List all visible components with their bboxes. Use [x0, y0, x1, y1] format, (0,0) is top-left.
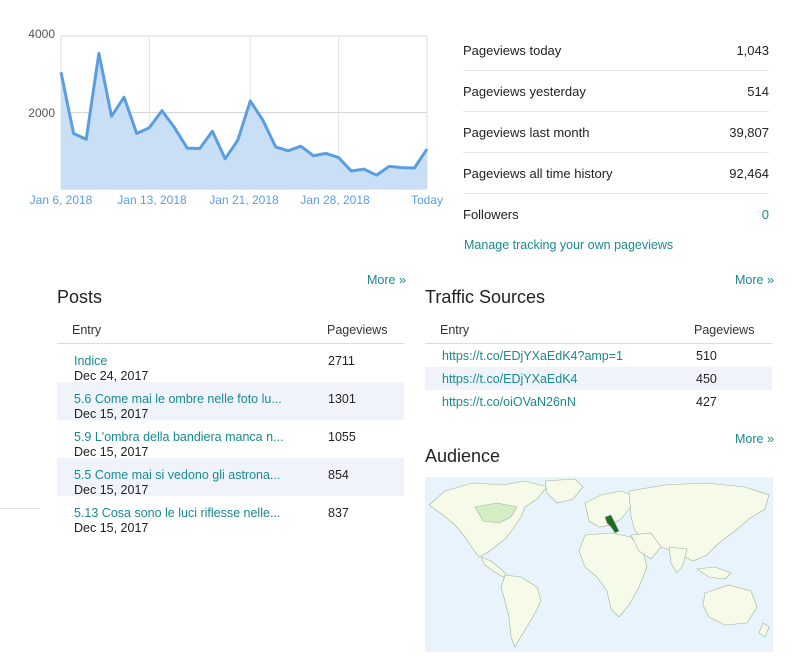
- traffic-source-link[interactable]: https://t.co/oiOVaN26nN: [442, 395, 576, 409]
- pageview-stats: Pageviews today 1,043 Pageviews yesterda…: [463, 30, 769, 234]
- posts-more-link[interactable]: More »: [367, 273, 406, 287]
- x-tick-label: Jan 6, 2018: [30, 193, 93, 207]
- stat-label: Pageviews yesterday: [463, 83, 586, 99]
- table-row: https://t.co/EDjYXaEdK4?amp=1 510: [425, 344, 772, 367]
- posts-title: Posts: [57, 287, 103, 307]
- stat-value: 92,464: [729, 165, 769, 181]
- traffic-more-link[interactable]: More »: [735, 273, 774, 287]
- post-title-link[interactable]: 5.13 Cosa sono le luci riflesse nelle...: [74, 506, 281, 520]
- col-entry: Entry: [72, 323, 102, 337]
- post-title-link[interactable]: 5.6 Come mai le ombre nelle foto lu...: [74, 392, 282, 406]
- table-row: https://t.co/EDjYXaEdK4 450: [425, 367, 772, 390]
- post-views: 2711: [328, 354, 355, 368]
- traffic-views: 450: [696, 372, 717, 386]
- map-australia[interactable]: [702, 584, 758, 626]
- col-pageviews: Pageviews: [327, 323, 388, 337]
- stat-label: Pageviews today: [463, 42, 562, 58]
- table-row: https://t.co/oiOVaN26nN 427: [425, 390, 772, 413]
- audience-world-map[interactable]: [425, 477, 773, 652]
- post-date: Dec 15, 2017: [74, 483, 149, 497]
- traffic-table-header: Entry Pageviews: [425, 318, 772, 344]
- traffic-source-link[interactable]: https://t.co/EDjYXaEdK4: [442, 372, 578, 386]
- stat-pageviews-all-time: Pageviews all time history 92,464: [463, 153, 769, 194]
- x-tick-label: Jan 21, 2018: [209, 193, 279, 207]
- map-se-asia[interactable]: [696, 566, 732, 580]
- posts-table-header: Entry Pageviews: [57, 318, 404, 344]
- map-middle-east[interactable]: [630, 532, 662, 560]
- post-date: Dec 15, 2017: [74, 407, 149, 421]
- stat-pageviews-last-month: Pageviews last month 39,807: [463, 112, 769, 153]
- manage-tracking-link[interactable]: Manage tracking your own pageviews: [464, 238, 674, 252]
- stat-pageviews-yesterday: Pageviews yesterday 514: [463, 71, 769, 112]
- x-tick-label: Jan 28, 2018: [300, 193, 370, 207]
- map-india[interactable]: [668, 546, 688, 574]
- chart-line: [59, 51, 429, 177]
- y-tick-label: 2000: [28, 106, 55, 120]
- stat-value: 1,043: [736, 42, 769, 58]
- stat-followers: Followers 0: [463, 194, 769, 234]
- map-greenland[interactable]: [544, 478, 584, 504]
- table-row: 5.5 Come mai si vedono gli astrona... De…: [57, 458, 404, 497]
- post-views: 854: [328, 468, 349, 482]
- posts-table: Entry Pageviews Indice Dec 24, 2017 2711…: [57, 318, 404, 535]
- traffic-views: 427: [696, 395, 717, 409]
- x-tick-label: Today: [411, 193, 443, 207]
- traffic-views: 510: [696, 349, 717, 363]
- map-europe[interactable]: [584, 490, 638, 528]
- followers-count-link[interactable]: 0: [761, 206, 769, 222]
- audience-more-link[interactable]: More »: [735, 432, 774, 446]
- world-map-svg: [428, 478, 770, 648]
- post-title-link[interactable]: Indice: [74, 354, 108, 368]
- traffic-source-link[interactable]: https://t.co/EDjYXaEdK4?amp=1: [442, 349, 624, 363]
- post-date: Dec 15, 2017: [74, 521, 149, 535]
- audience-title: Audience: [425, 446, 501, 466]
- col-entry: Entry: [440, 323, 470, 337]
- map-new-zealand[interactable]: [758, 622, 770, 638]
- col-pageviews: Pageviews: [694, 323, 755, 337]
- stat-label: Pageviews last month: [463, 124, 590, 140]
- divider: [0, 508, 40, 509]
- table-row: 5.9 L'ombra della bandiera manca n... De…: [57, 420, 404, 459]
- pageviews-chart: 4000 2000 Jan 6, 2018 Jan 13, 2018 Jan 2…: [28, 27, 443, 207]
- traffic-table: Entry Pageviews https://t.co/EDjYXaEdK4?…: [425, 318, 772, 413]
- post-title-link[interactable]: 5.9 L'ombra della bandiera manca n...: [74, 430, 284, 444]
- post-date: Dec 24, 2017: [74, 369, 149, 383]
- map-central-america[interactable]: [480, 556, 508, 578]
- table-row: 5.6 Come mai le ombre nelle foto lu... D…: [57, 382, 404, 421]
- post-title-link[interactable]: 5.5 Come mai si vedono gli astrona...: [74, 468, 281, 482]
- post-views: 1301: [328, 392, 356, 406]
- table-row: Indice Dec 24, 2017 2711: [57, 344, 404, 383]
- stat-label: Followers: [463, 206, 519, 222]
- map-canada[interactable]: [474, 502, 518, 524]
- y-tick-label: 4000: [28, 27, 55, 41]
- map-south-america[interactable]: [500, 574, 542, 648]
- stat-pageviews-today: Pageviews today 1,043: [463, 30, 769, 71]
- traffic-title: Traffic Sources: [425, 287, 546, 307]
- stat-value: 39,807: [729, 124, 769, 140]
- stat-value: 514: [747, 83, 769, 99]
- post-views: 1055: [328, 430, 356, 444]
- x-tick-label: Jan 13, 2018: [117, 193, 187, 207]
- table-row: 5.13 Cosa sono le luci riflesse nelle...…: [57, 496, 404, 535]
- post-date: Dec 15, 2017: [74, 445, 149, 459]
- map-italy[interactable]: [604, 514, 620, 534]
- post-views: 837: [328, 506, 349, 520]
- stat-label: Pageviews all time history: [463, 165, 613, 181]
